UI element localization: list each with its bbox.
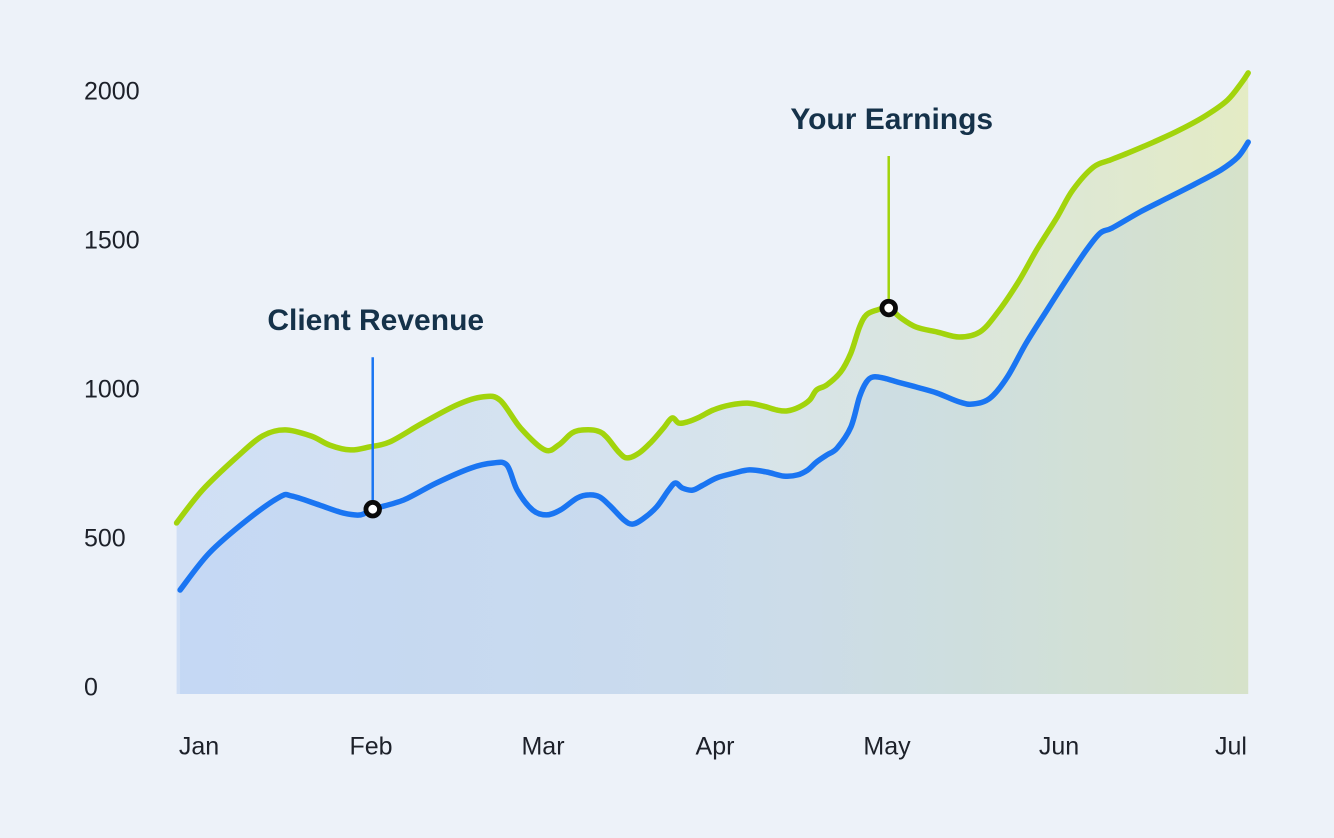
y-tick-0: 0 xyxy=(84,673,98,702)
x-tick-jun: Jun xyxy=(1038,732,1080,761)
y-tick-500: 500 xyxy=(84,524,126,553)
x-tick-jul: Jul xyxy=(1215,732,1247,761)
data-point-marker-feb[interactable] xyxy=(363,500,382,519)
earnings-area-fill xyxy=(176,72,1249,694)
earnings-line xyxy=(173,70,1251,526)
x-tick-jan: Jan xyxy=(178,732,220,761)
revenue-area-fill xyxy=(180,142,1249,695)
y-tick-1000: 1000 xyxy=(84,375,140,404)
annotation-your-earnings: Your Earnings xyxy=(790,103,994,137)
data-point-marker-may[interactable] xyxy=(879,298,898,318)
revenue-line xyxy=(177,139,1251,593)
x-tick-apr: Apr xyxy=(695,732,735,761)
x-tick-mar: Mar xyxy=(521,732,565,761)
y-tick-1500: 1500 xyxy=(84,226,140,255)
x-tick-feb: Feb xyxy=(349,732,393,761)
y-tick-2000: 2000 xyxy=(84,77,140,106)
annotation-client-revenue: Client Revenue xyxy=(267,304,485,338)
x-tick-may: May xyxy=(863,732,911,761)
